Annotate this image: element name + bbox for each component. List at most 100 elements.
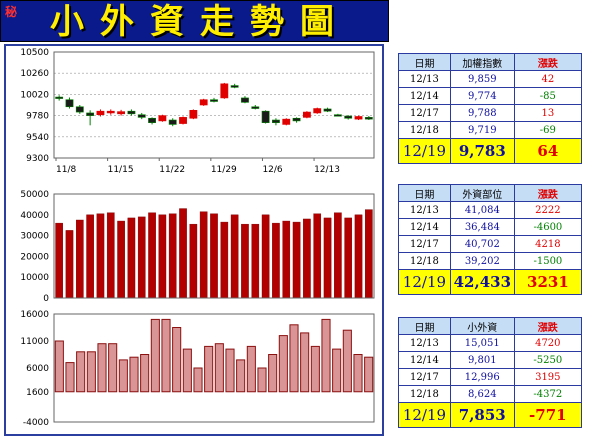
index-chart-ytick-label: 10260: [20, 69, 49, 79]
candle-body: [55, 96, 64, 99]
candle-body: [168, 119, 177, 125]
today-date: 12/19: [398, 138, 451, 164]
small-foreign-bar: [246, 345, 256, 393]
small-foreign-bar: [150, 318, 160, 393]
row-value: 9,719: [449, 121, 515, 139]
position-bar: [199, 211, 208, 299]
index-chart-xtick-label: 12/13: [314, 165, 340, 175]
header-change: 漲跌: [513, 317, 583, 335]
today-date: 12/19: [398, 269, 451, 295]
row-date: 12/17: [398, 235, 451, 253]
position-chart-ytick-label: 0: [43, 294, 49, 304]
candle-body: [302, 111, 311, 118]
small-foreign-bar: [54, 340, 64, 393]
row-value: 9,801: [449, 351, 515, 369]
candle-body: [158, 115, 167, 122]
row-date: 12/18: [398, 252, 451, 270]
position-bar: [65, 230, 74, 299]
small-foreign-bar: [310, 345, 320, 393]
header-date: 日期: [398, 184, 451, 202]
row-change: 13: [513, 104, 583, 122]
row-change: 3195: [513, 368, 583, 386]
candle-body: [189, 110, 198, 119]
candle-body: [220, 83, 229, 99]
header-value: 外資部位: [449, 184, 515, 202]
foreign-position-table: 日期 外資部位 漲跌 12/13 41,084 2222 12/14 36,484 -4…: [398, 184, 583, 295]
small-foreign-table: 日期 小外資 漲跌 12/13 15,051 4720 12/14 9,801 -525…: [398, 317, 583, 428]
candle-body: [364, 117, 373, 120]
index-chart-ytick-label: 10500: [20, 48, 49, 58]
candle-body: [86, 112, 95, 116]
row-date: 12/17: [398, 368, 451, 386]
header-date: 日期: [398, 53, 451, 71]
position-bar: [158, 214, 167, 299]
candle-body: [137, 114, 146, 118]
today-value: 42,433: [449, 269, 515, 295]
small-foreign-bar: [118, 359, 128, 393]
position-bar: [292, 221, 301, 299]
index-chart-xtick-label: 11/29: [211, 165, 237, 175]
table-row: 12/18 9,719 -69: [398, 121, 583, 139]
row-change: -85: [513, 87, 583, 105]
table-row: 12/17 40,702 4218: [398, 235, 583, 253]
candle-body: [292, 117, 301, 122]
position-bar: [251, 223, 260, 299]
table-row: 12/13 9,859 42: [398, 70, 583, 88]
position-chart-ytick-label: 20000: [20, 252, 49, 262]
today-change: 3231: [513, 269, 583, 295]
row-date: 12/13: [398, 334, 451, 352]
position-bar: [210, 213, 218, 299]
position-bar: [75, 219, 84, 299]
position-chart-ytick-label: 40000: [20, 211, 49, 221]
position-bar: [272, 222, 280, 299]
row-change: 42: [513, 70, 583, 88]
candle-body: [106, 110, 115, 114]
index-chart-ytick-label: 10020: [20, 90, 49, 100]
header-change: 漲跌: [513, 184, 583, 202]
candle-body: [251, 106, 260, 109]
candle-body: [323, 108, 332, 112]
today-row: 12/19 42,433 3231: [398, 269, 583, 295]
row-date: 12/17: [398, 104, 451, 122]
index-chart-frame: [53, 51, 375, 159]
today-date: 12/19: [398, 402, 451, 428]
table-row: 12/18 39,202 -1500: [398, 252, 583, 270]
table-row: 12/13 41,084 2222: [398, 201, 583, 219]
position-bar: [241, 223, 249, 299]
row-change: 4720: [513, 334, 583, 352]
position-bar: [313, 213, 322, 299]
candle-body: [65, 99, 74, 108]
position-bar: [323, 217, 332, 299]
small-foreign-bar: [204, 345, 214, 393]
header-change: 漲跌: [513, 53, 583, 71]
position-bar: [334, 212, 342, 299]
small-foreign-bar: [225, 348, 235, 393]
row-value: 39,202: [449, 252, 515, 270]
position-bar: [148, 212, 156, 299]
small-foreign-bar: [321, 318, 331, 393]
position-chart-ytick-label: 30000: [20, 232, 49, 242]
candle-body: [75, 106, 84, 113]
row-change: -4600: [513, 218, 583, 236]
small-foreign-bar: [108, 343, 118, 393]
small-foreign-bar: [65, 362, 75, 393]
position-bar: [365, 209, 373, 299]
table-row: 12/13 15,051 4720: [398, 334, 583, 352]
position-chart-ytick-label: 50000: [20, 190, 49, 200]
small-foreign-bar: [172, 327, 182, 393]
table-row: 12/14 9,774 -85: [398, 87, 583, 105]
row-value: 36,484: [449, 218, 515, 236]
small-foreign-chart-ytick-label: 6000: [26, 364, 49, 374]
candle-body: [344, 115, 353, 119]
position-bar: [86, 214, 94, 299]
table-header: 日期 小外資 漲跌: [398, 317, 583, 335]
small-foreign-bar: [193, 367, 203, 393]
position-chart-frame: [53, 193, 375, 299]
index-chart-xtick-label: 11/8: [56, 165, 76, 175]
position-bar: [220, 221, 229, 299]
small-foreign-bar: [300, 332, 310, 393]
index-table: 日期 加權指數 漲跌 12/13 9,859 42 12/14 9,774 -85 12…: [398, 53, 583, 164]
candle-body: [199, 99, 208, 106]
title-banner: 秘 小外資走勢圖: [0, 0, 389, 42]
today-value: 9,783: [449, 138, 515, 164]
